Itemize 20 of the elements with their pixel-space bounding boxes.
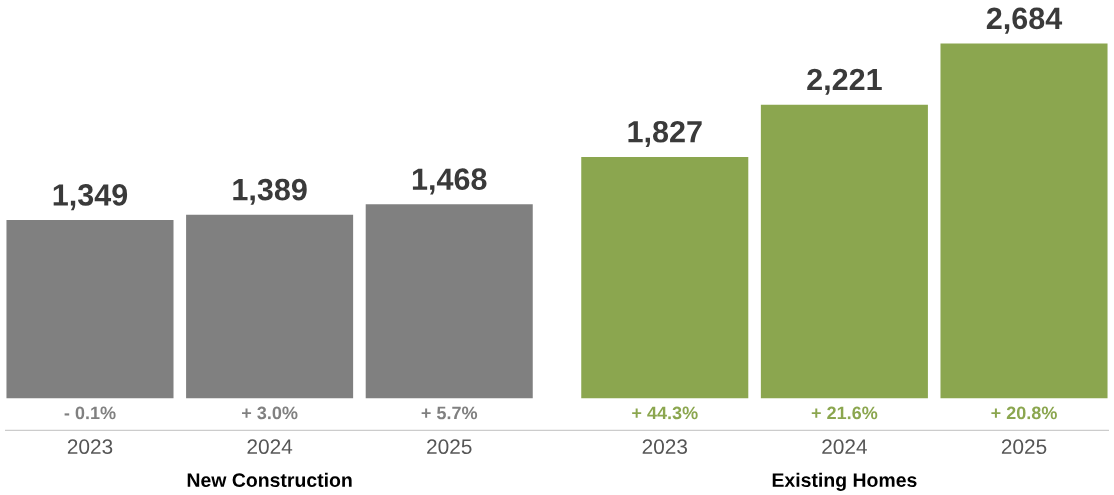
x-tick-label: 2025 xyxy=(1001,439,1047,455)
data-label: 2,221 xyxy=(807,68,882,95)
text: + 21.6% xyxy=(811,406,878,420)
data-label: 1,468 xyxy=(412,168,487,195)
text: New Construction xyxy=(187,472,352,488)
data-label: 1,389 xyxy=(233,178,307,205)
text: + 5.7% xyxy=(421,406,478,420)
data-label: 1,349 xyxy=(53,184,128,211)
x-tick-label: 2024 xyxy=(822,439,867,455)
text: + 3.0% xyxy=(242,406,298,420)
text: + 44.3% xyxy=(632,406,698,420)
x-tick-label: 2025 xyxy=(427,439,472,455)
x-tick-label: 2024 xyxy=(247,439,293,455)
data-label: 1,827 xyxy=(628,120,702,147)
x-tick-label: 2023 xyxy=(67,439,113,455)
data-label: 2,684 xyxy=(986,7,1063,34)
text: + 20.8% xyxy=(991,406,1057,420)
text: - 0.1% xyxy=(64,406,116,420)
x-tick-label: 2023 xyxy=(642,439,688,455)
text: Existing Homes xyxy=(772,472,917,491)
